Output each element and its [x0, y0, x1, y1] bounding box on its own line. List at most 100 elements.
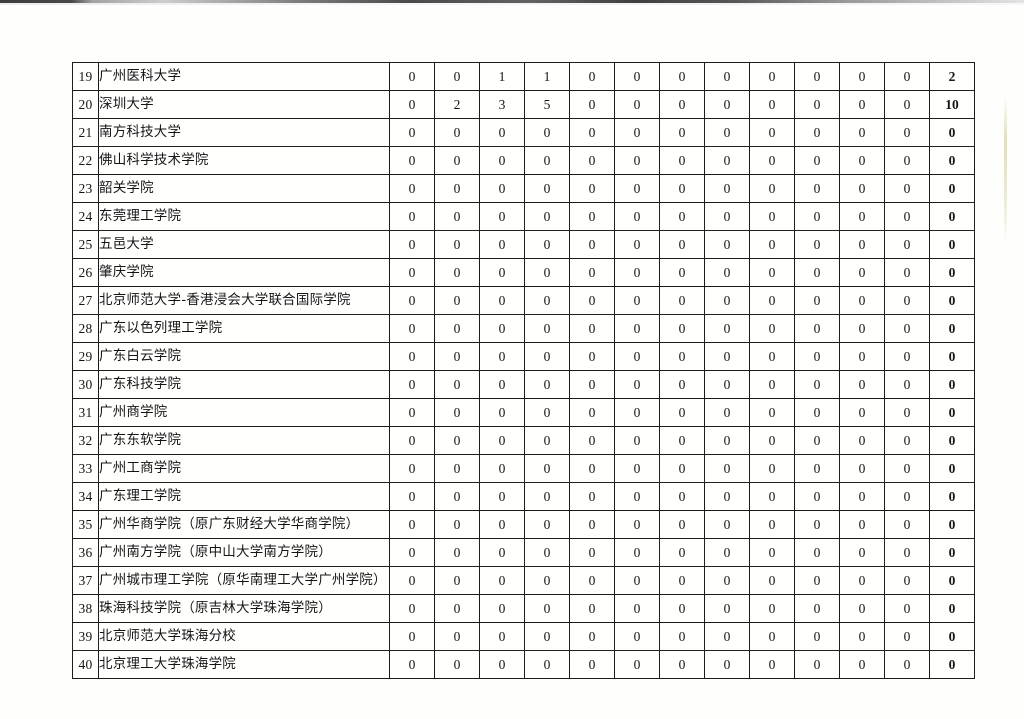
value-cell: 0: [749, 174, 795, 203]
table-row: 35 广州华商学院（原广东财经大学华商学院） 0 0 0 0 0 0 0 0 0 0 0 0 0: [72, 510, 975, 539]
value-cell: 0: [614, 650, 660, 679]
value-cell: 0: [839, 230, 885, 259]
table-row: 21 南方科技大学 0 0 0 0 0 0 0 0 0 0 0 0 0: [72, 118, 975, 147]
value-cell: 0: [794, 510, 840, 539]
value-cell: 0: [884, 426, 930, 455]
value-cell: 0: [614, 622, 660, 651]
table-row: 29 广东白云学院 0 0 0 0 0 0 0 0 0 0 0 0 0: [72, 342, 975, 371]
university-name-cell: 珠海科技学院（原吉林大学珠海学院）: [98, 594, 390, 623]
value-cell: 0: [884, 566, 930, 595]
value-cell: 0: [749, 342, 795, 371]
row-index-cell: 22: [72, 146, 99, 175]
value-cell: 0: [434, 230, 480, 259]
value-cell: 0: [524, 454, 570, 483]
value-cell: 0: [434, 482, 480, 511]
row-total-cell: 0: [929, 622, 975, 651]
value-cell: 0: [434, 118, 480, 147]
university-name-cell: 广州华商学院（原广东财经大学华商学院）: [98, 510, 390, 539]
value-cell: 0: [569, 174, 615, 203]
value-cell: 0: [884, 370, 930, 399]
table-row: 36 广州南方学院（原中山大学南方学院） 0 0 0 0 0 0 0 0 0 0 0 0 0: [72, 538, 975, 567]
value-cell: 0: [659, 146, 705, 175]
value-cell: 0: [749, 594, 795, 623]
value-cell: 0: [434, 426, 480, 455]
value-cell: 0: [614, 230, 660, 259]
row-total-cell: 0: [929, 398, 975, 427]
value-cell: 0: [704, 370, 750, 399]
value-cell: 0: [479, 286, 525, 315]
value-cell: 0: [704, 426, 750, 455]
value-cell: 0: [749, 62, 795, 91]
value-cell: 0: [884, 398, 930, 427]
value-cell: 0: [389, 62, 435, 91]
value-cell: 0: [659, 482, 705, 511]
value-cell: 0: [794, 286, 840, 315]
row-index-cell: 38: [72, 594, 99, 623]
value-cell: 0: [389, 538, 435, 567]
row-index-cell: 27: [72, 286, 99, 315]
value-cell: 0: [614, 482, 660, 511]
value-cell: 0: [569, 286, 615, 315]
table-row: 25 五邑大学 0 0 0 0 0 0 0 0 0 0 0 0 0: [72, 230, 975, 259]
table-row: 22 佛山科学技术学院 0 0 0 0 0 0 0 0 0 0 0 0 0: [72, 146, 975, 175]
row-total-cell: 0: [929, 314, 975, 343]
row-index-cell: 24: [72, 202, 99, 231]
university-name-cell: 广东理工学院: [98, 482, 390, 511]
value-cell: 0: [659, 510, 705, 539]
value-cell: 0: [389, 454, 435, 483]
row-total-cell: 0: [929, 202, 975, 231]
row-total-cell: 0: [929, 510, 975, 539]
value-cell: 0: [569, 594, 615, 623]
value-cell: 0: [749, 370, 795, 399]
value-cell: 0: [794, 230, 840, 259]
value-cell: 0: [524, 118, 570, 147]
university-name-cell: 南方科技大学: [98, 118, 390, 147]
value-cell: 0: [839, 118, 885, 147]
value-cell: 0: [389, 510, 435, 539]
university-name-cell: 五邑大学: [98, 230, 390, 259]
row-index-cell: 20: [72, 90, 99, 119]
value-cell: 0: [794, 426, 840, 455]
row-total-cell: 0: [929, 482, 975, 511]
value-cell: 0: [389, 426, 435, 455]
value-cell: 0: [614, 538, 660, 567]
value-cell: 0: [569, 650, 615, 679]
value-cell: 0: [434, 370, 480, 399]
value-cell: 0: [749, 258, 795, 287]
value-cell: 0: [479, 258, 525, 287]
row-total-cell: 0: [929, 118, 975, 147]
value-cell: 0: [704, 258, 750, 287]
value-cell: 0: [659, 258, 705, 287]
value-cell: 0: [884, 118, 930, 147]
row-total-cell: 0: [929, 230, 975, 259]
value-cell: 0: [614, 202, 660, 231]
value-cell: 0: [524, 538, 570, 567]
table-row: 31 广州商学院 0 0 0 0 0 0 0 0 0 0 0 0 0: [72, 398, 975, 427]
value-cell: 0: [704, 286, 750, 315]
value-cell: 0: [794, 538, 840, 567]
row-total-cell: 0: [929, 426, 975, 455]
value-cell: 0: [614, 426, 660, 455]
value-cell: 0: [704, 62, 750, 91]
value-cell: 0: [479, 398, 525, 427]
university-name-cell: 广州城市理工学院（原华南理工大学广州学院）: [98, 566, 390, 595]
value-cell: 0: [389, 370, 435, 399]
row-index-cell: 23: [72, 174, 99, 203]
value-cell: 0: [749, 398, 795, 427]
value-cell: 0: [479, 566, 525, 595]
value-cell: 0: [839, 146, 885, 175]
value-cell: 0: [614, 118, 660, 147]
value-cell: 0: [659, 622, 705, 651]
value-cell: 0: [884, 510, 930, 539]
row-total-cell: 0: [929, 258, 975, 287]
value-cell: 0: [749, 510, 795, 539]
value-cell: 0: [479, 482, 525, 511]
value-cell: 0: [479, 314, 525, 343]
value-cell: 0: [704, 538, 750, 567]
value-cell: 0: [839, 566, 885, 595]
row-index-cell: 28: [72, 314, 99, 343]
value-cell: 0: [794, 174, 840, 203]
university-name-cell: 北京理工大学珠海学院: [98, 650, 390, 679]
university-name-cell: 广州南方学院（原中山大学南方学院）: [98, 538, 390, 567]
value-cell: 0: [569, 622, 615, 651]
